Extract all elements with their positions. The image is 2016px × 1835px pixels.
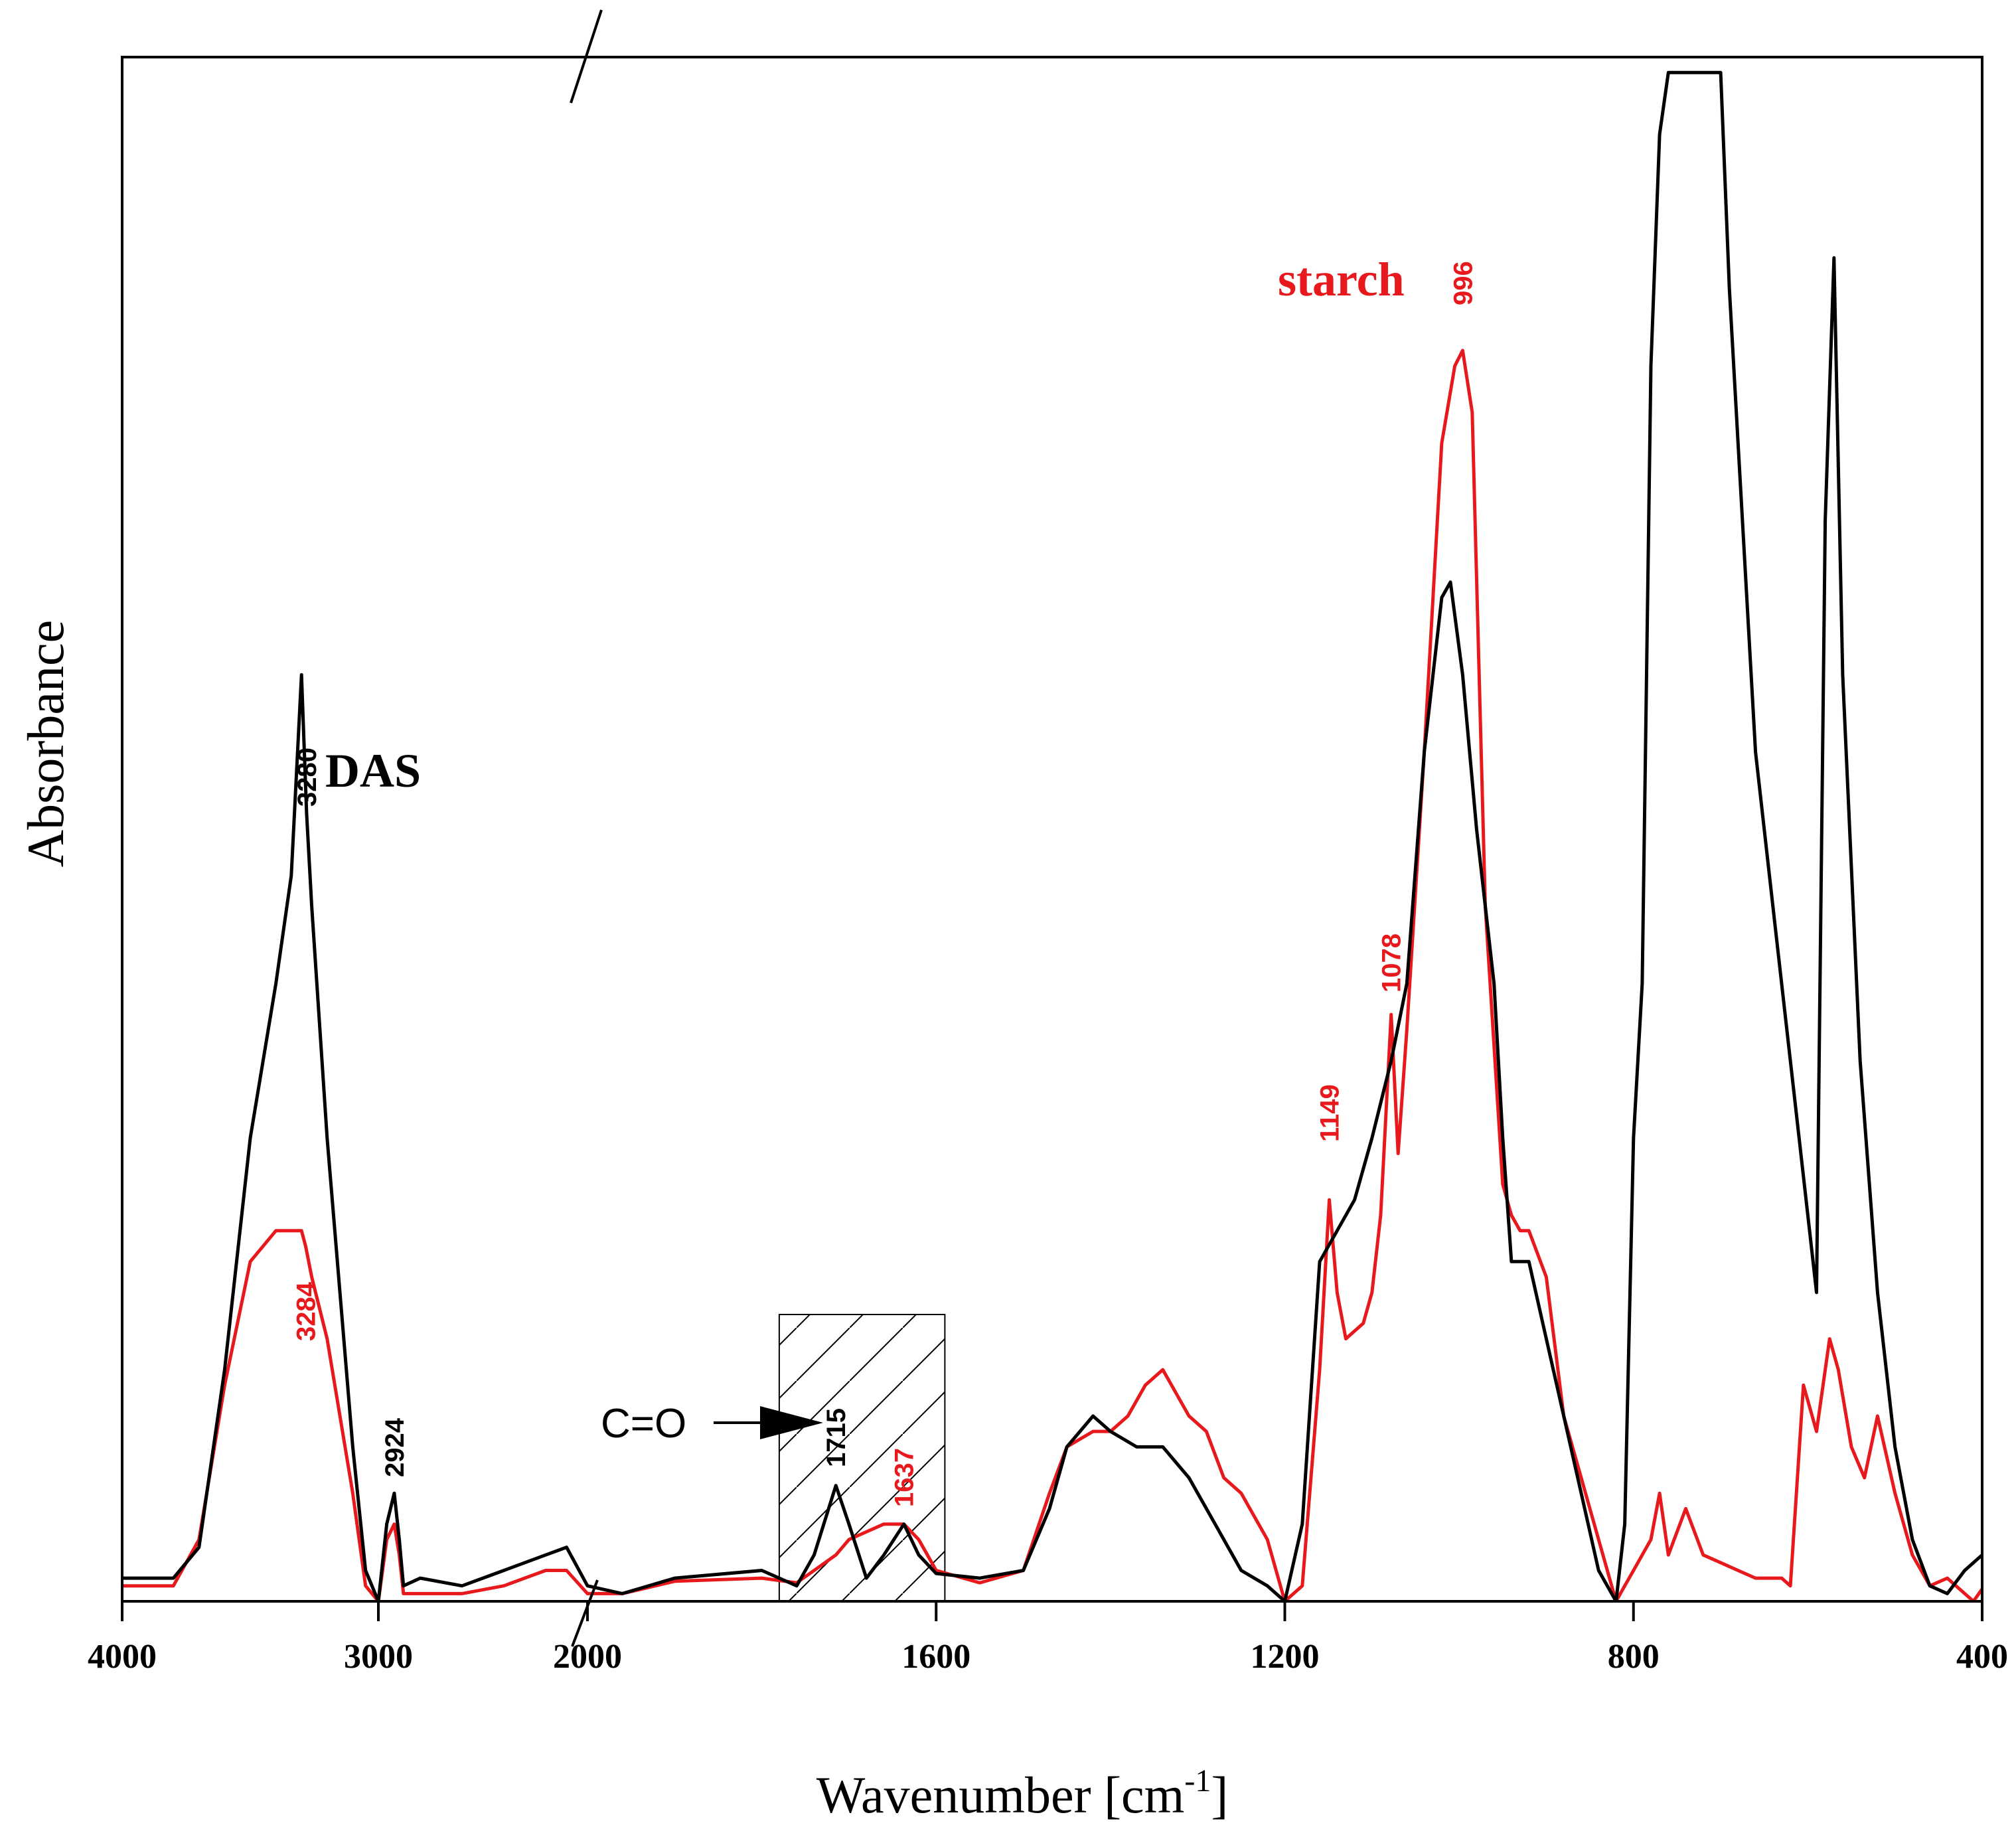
peak-label: 2924 [380, 1417, 410, 1477]
series-line-starch [122, 349, 1982, 1601]
peak-label: 1715 [822, 1408, 851, 1467]
x-tick-label: 1600 [901, 1638, 970, 1676]
axis-break-top [570, 9, 603, 104]
x-tick-label: 2000 [553, 1638, 622, 1676]
x-tick-label: 3000 [344, 1638, 413, 1676]
x-tick-label: 400 [1956, 1638, 2008, 1676]
x-tick-label: 800 [1608, 1638, 1660, 1676]
carbonyl-arrow-head [760, 1406, 823, 1439]
plot-frame [121, 56, 1983, 1603]
peak-label: 996 [1448, 261, 1478, 305]
x-tick-label: 1200 [1251, 1638, 1320, 1676]
peak-labels: 3280 3284 2924 1715 1637 1149 1078 996 [291, 261, 1478, 1507]
x-axis-ticks: 4000 3000 2000 1600 1200 800 400 [88, 1601, 2008, 1676]
carbonyl-label: C=O [601, 1401, 686, 1447]
peak-label: 3280 [293, 748, 322, 807]
y-axis-title: Absorbance [17, 620, 74, 868]
series-name-starch: starch [1278, 253, 1405, 306]
peak-label: 1637 [890, 1448, 919, 1507]
x-tick-label: 4000 [88, 1638, 157, 1676]
peak-label: 3284 [291, 1281, 321, 1341]
axis-break-bottom [571, 1579, 599, 1647]
series-line-das [122, 70, 1982, 1601]
x-axis-title: Wavenumber [cm-1] [816, 1763, 1229, 1824]
peak-label: 1078 [1377, 933, 1407, 993]
series-name-das: DAS [325, 744, 421, 797]
peak-label: 1149 [1315, 1084, 1344, 1142]
